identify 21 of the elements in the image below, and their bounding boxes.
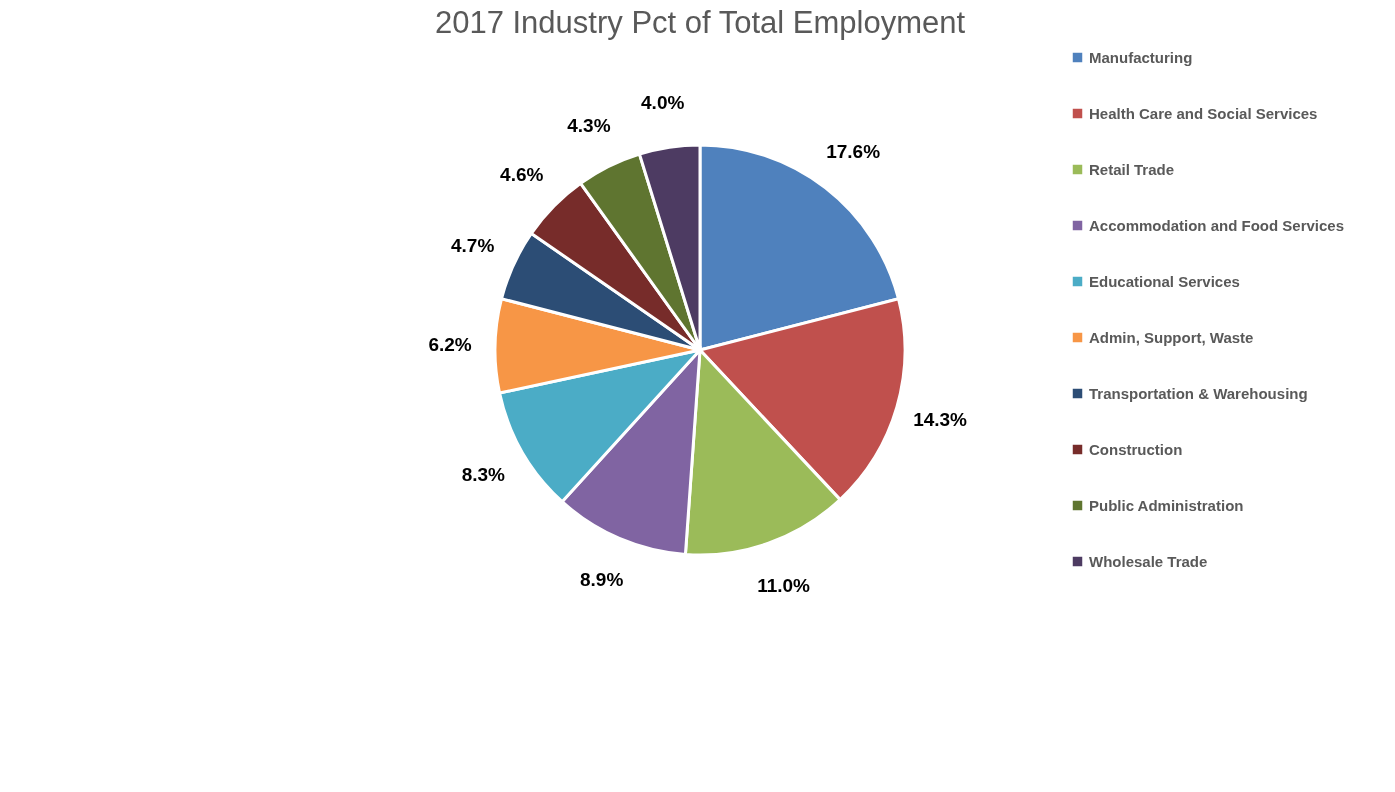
data-label: 14.3%	[913, 408, 968, 430]
legend-label: Admin, Support, Waste	[1089, 328, 1254, 346]
data-label: 8.9%	[579, 568, 624, 590]
legend-label: Public Administration	[1089, 496, 1244, 514]
data-label: 4.6%	[500, 163, 544, 185]
data-label: 8.3%	[461, 463, 506, 485]
data-label: 4.0%	[641, 91, 685, 113]
data-label: 4.3%	[567, 115, 611, 137]
data-label: 11.0%	[757, 574, 811, 596]
legend-label: Retail Trade	[1089, 160, 1175, 178]
legend-label: Transportation & Warehousing	[1089, 384, 1308, 402]
data-label: 6.2%	[428, 333, 472, 355]
legend-label: Wholesale Trade	[1089, 552, 1208, 570]
legend-label: Accommodation and Food Services	[1089, 216, 1345, 234]
legend-label: Manufacturing	[1089, 48, 1193, 66]
legend-label: Construction	[1089, 440, 1183, 458]
legend-label: Educational Services	[1089, 272, 1240, 290]
data-label: 4.7%	[450, 235, 495, 257]
chart-title: 2017 Industry Pct of Total Employment	[434, 5, 966, 40]
legend-label: Health Care and Social Services	[1089, 104, 1318, 122]
data-label: 17.6%	[826, 141, 881, 163]
